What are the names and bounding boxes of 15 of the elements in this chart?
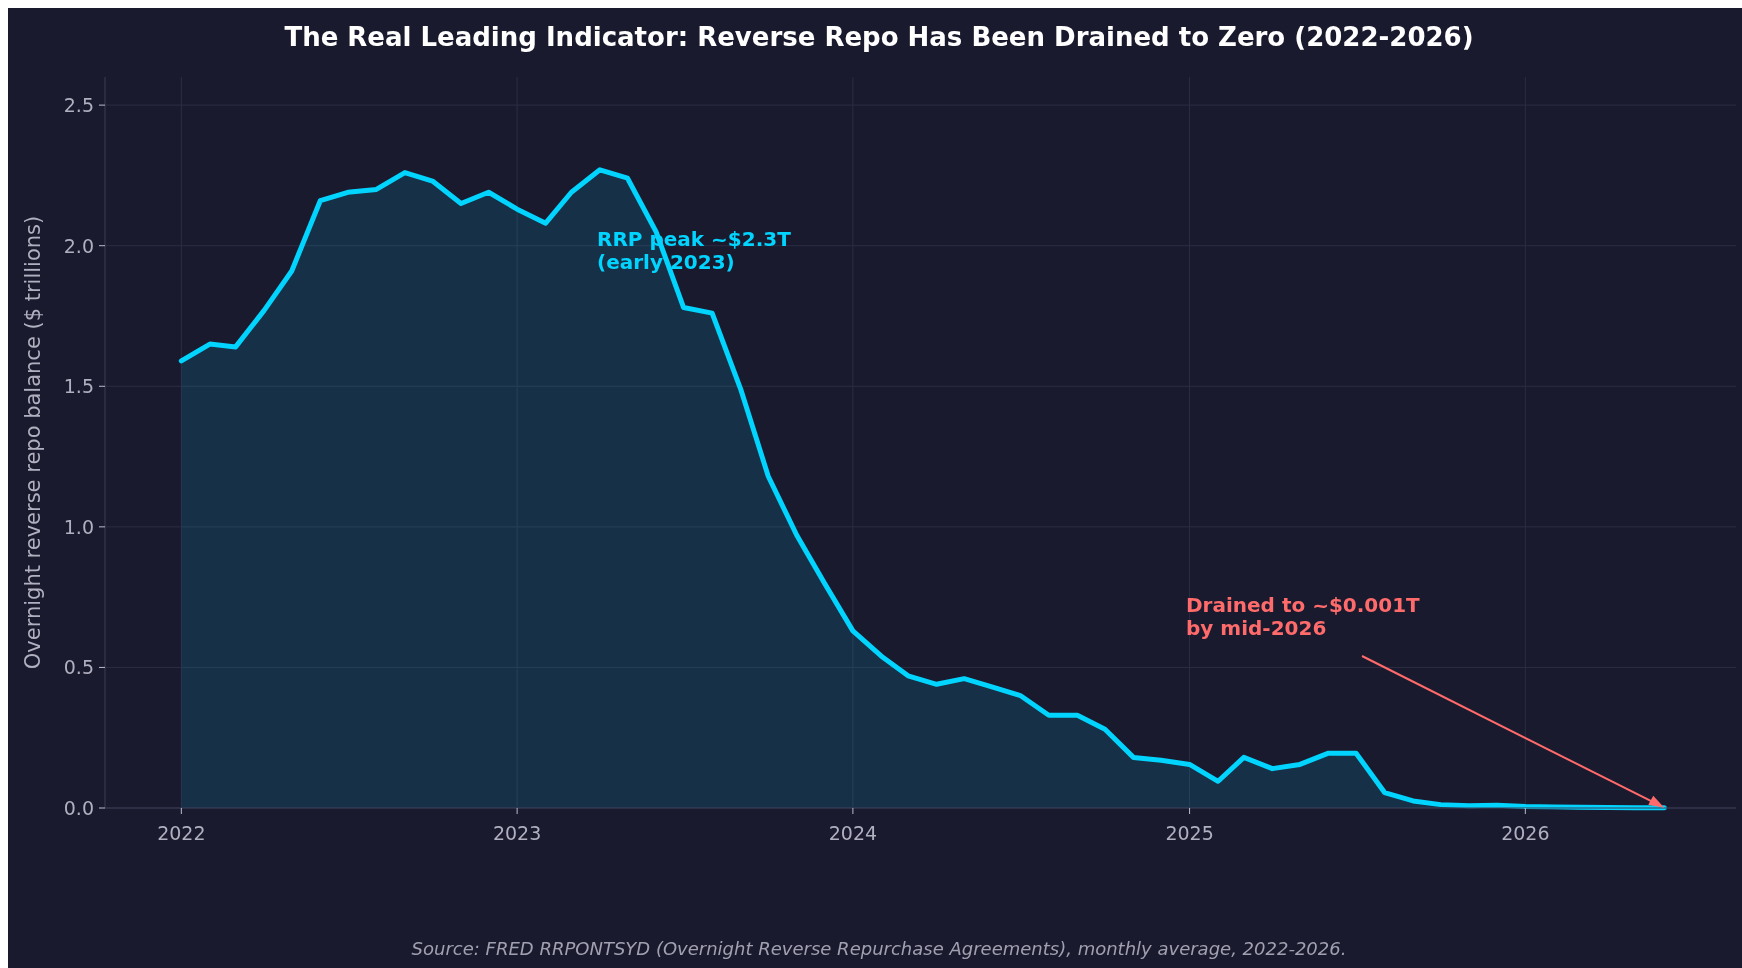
- y-tick-label: 2.5: [63, 94, 94, 117]
- y-tick-label: 0.0: [63, 797, 94, 819]
- y-tick-label: 2.0: [63, 234, 94, 257]
- x-tick-label: 2022: [157, 822, 206, 844]
- y-tick-label: 1.5: [63, 375, 94, 398]
- x-tick-label: 2025: [1165, 822, 1214, 844]
- x-tick-label: 2026: [1501, 822, 1550, 844]
- source-note: Source: FRED RRPONTSYD (Overnight Reverse Repurchase Agreements), monthly average, 2022-2026.: [411, 938, 1347, 959]
- y-axis-title: Overnight reverse repo balance ($ trillions): [21, 215, 45, 670]
- chart-title: The Real Leading Indicator: Reverse Repo Has Been Drained to Zero (2022-2026): [284, 22, 1474, 52]
- y-tick-label: 1.0: [63, 515, 94, 538]
- x-tick-label: 2023: [492, 822, 542, 844]
- x-tick-label: 2024: [828, 822, 878, 844]
- annotation: Drained to ~$0.001T by mid-2026: [1186, 593, 1421, 640]
- y-tick-label: 0.5: [63, 656, 94, 679]
